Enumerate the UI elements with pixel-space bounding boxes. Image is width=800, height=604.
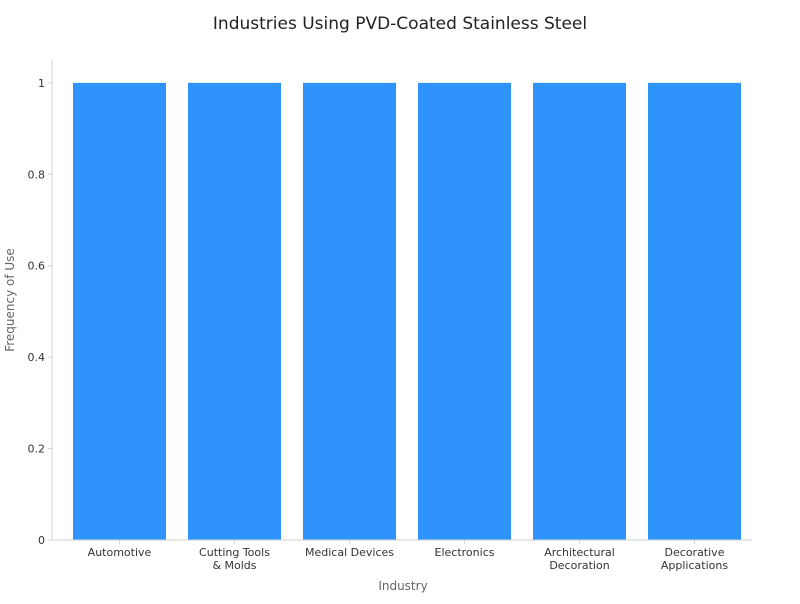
x-tick-label: Medical Devices	[305, 546, 394, 559]
y-tick-label: 0.2	[28, 443, 46, 456]
y-tick-label: 1	[38, 77, 45, 90]
bar	[188, 82, 281, 541]
y-axis-label: Frequency of Use	[3, 248, 17, 352]
x-tick-label: Automotive	[88, 546, 152, 559]
bar	[648, 82, 741, 541]
y-tick-label: 0.8	[28, 168, 46, 181]
x-tick-label: Decorative Applications	[661, 546, 728, 572]
bar	[418, 82, 511, 541]
y-tick-label: 0	[38, 534, 45, 547]
x-tick-label: Cutting Tools & Molds	[199, 546, 270, 572]
y-tick-label: 0.4	[28, 351, 46, 364]
chart-title: Industries Using PVD-Coated Stainless St…	[212, 14, 588, 34]
bar	[303, 82, 396, 541]
y-tick-label: 0.6	[28, 260, 46, 273]
bar	[533, 82, 626, 541]
x-tick-label: Electronics	[435, 546, 495, 559]
x-tick-label: Architectural Decoration	[544, 546, 615, 572]
bar	[73, 82, 166, 541]
x-axis-label: Industry	[378, 579, 427, 593]
